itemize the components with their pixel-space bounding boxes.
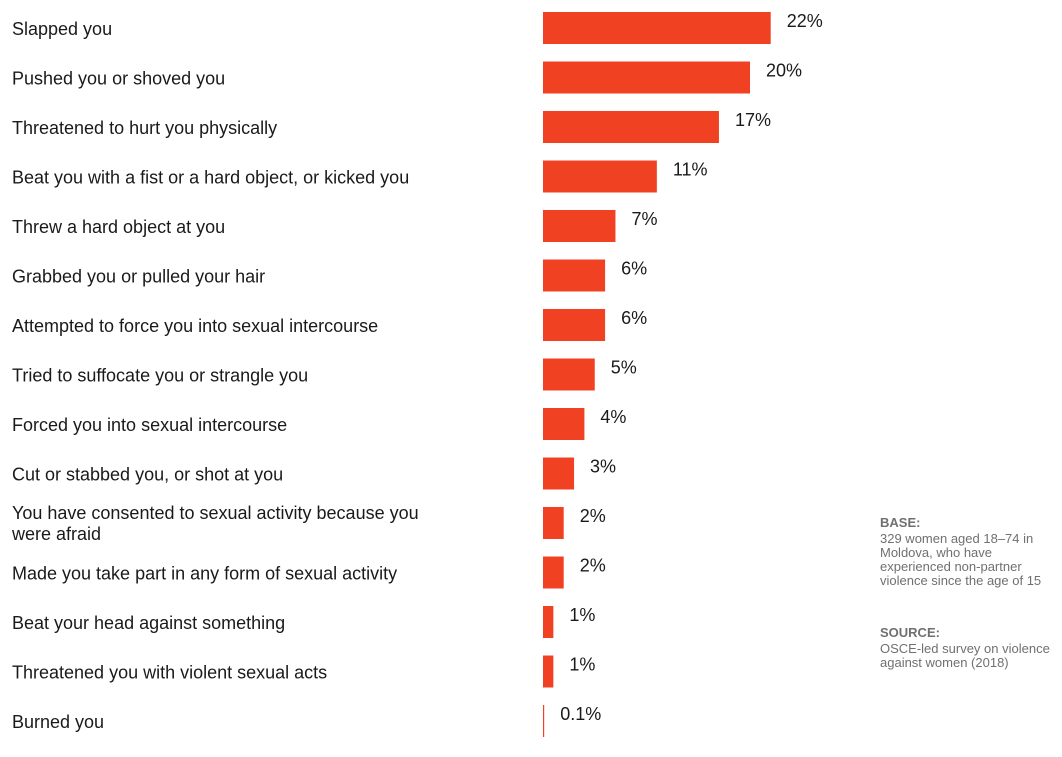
value-label: 5% [611, 358, 637, 378]
base-note: BASE: 329 women aged 18–74 in Moldova, w… [880, 516, 1062, 588]
category-label: Made you take part in any form of sexual… [12, 564, 397, 584]
category-label: Threatened to hurt you physically [12, 118, 277, 138]
category-label: Cut or stabbed you, or shot at you [12, 465, 283, 485]
bar [543, 12, 771, 44]
base-note-title: BASE: [880, 515, 921, 530]
value-label: 20% [766, 61, 802, 81]
source-note-title: SOURCE: [880, 625, 940, 640]
category-label: Attempted to force you into sexual inter… [12, 316, 378, 336]
category-label: Pushed you or shoved you [12, 69, 225, 89]
bar [543, 556, 564, 589]
bar [543, 705, 545, 737]
bar [543, 210, 616, 242]
bar [543, 259, 606, 292]
bar [543, 358, 595, 391]
bar [543, 457, 575, 490]
value-label: 3% [590, 457, 616, 477]
bar [543, 111, 719, 143]
value-label: 6% [621, 259, 647, 279]
value-label: 2% [580, 506, 606, 526]
bar [543, 160, 657, 193]
category-label: Forced you into sexual intercourse [12, 415, 287, 435]
value-label: 1% [569, 605, 595, 625]
bar [543, 408, 585, 440]
bar [543, 61, 750, 94]
value-label: 6% [621, 308, 647, 328]
value-label: 22% [787, 11, 823, 31]
category-label: Beat your head against something [12, 613, 285, 633]
category-label: You have consented to sexual activity be… [11, 503, 419, 544]
category-label: Burned you [12, 712, 104, 732]
bar [543, 309, 606, 341]
bar [543, 655, 554, 688]
category-label: Slapped you [12, 19, 112, 39]
value-label: 17% [735, 110, 771, 130]
value-label: 11% [673, 160, 708, 180]
category-label: Grabbed you or pulled your hair [12, 267, 265, 287]
bar [543, 507, 564, 539]
value-label: 2% [580, 556, 606, 576]
bar [543, 606, 554, 638]
category-label: Threw a hard object at you [12, 217, 225, 237]
value-label: 7% [631, 209, 657, 229]
category-label: Tried to suffocate you or strangle you [12, 366, 308, 386]
source-note-text: OSCE-led survey on violence against wome… [880, 641, 1050, 670]
value-label: 0.1% [560, 704, 601, 724]
source-note: SOURCE: OSCE-led survey on violence agai… [880, 626, 1062, 670]
value-label: 1% [569, 655, 595, 675]
category-label: Threatened you with violent sexual acts [12, 663, 327, 683]
category-label: Beat you with a fist or a hard object, o… [12, 168, 409, 188]
base-note-text: 329 women aged 18–74 in Moldova, who hav… [880, 531, 1042, 588]
value-label: 4% [600, 407, 626, 427]
